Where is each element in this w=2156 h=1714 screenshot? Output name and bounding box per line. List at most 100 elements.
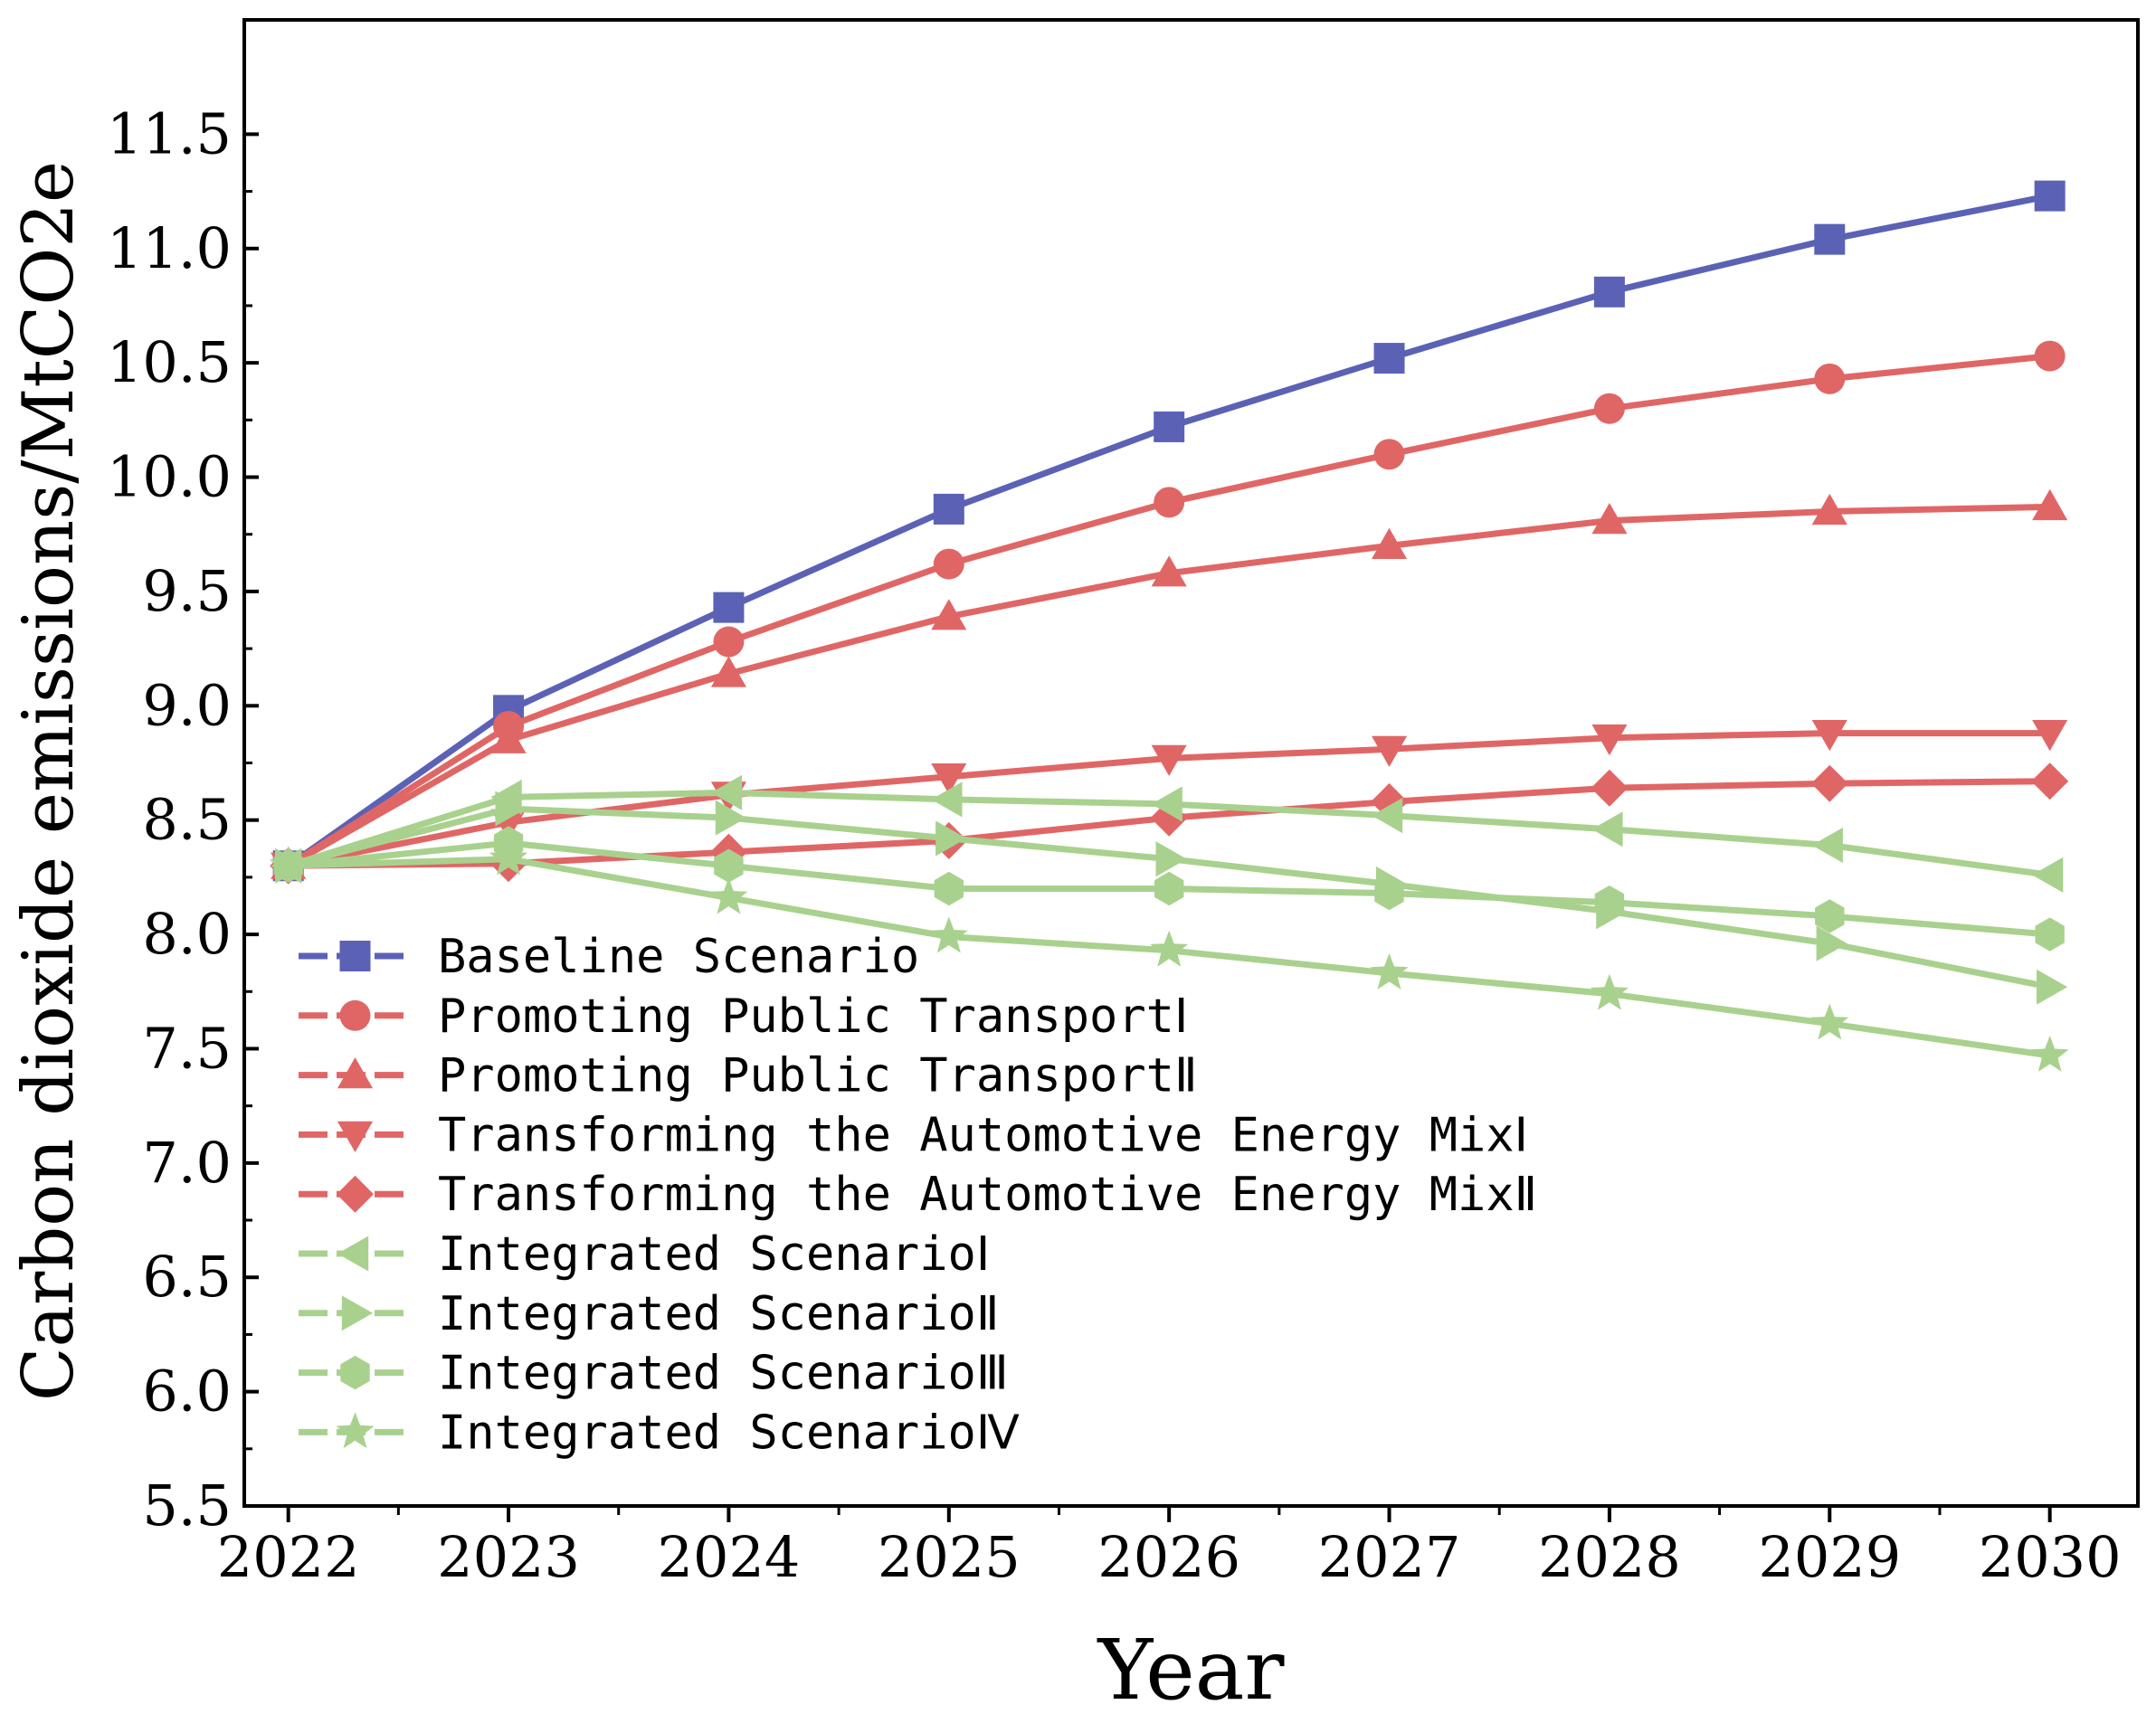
data-point [1810,1003,1849,1040]
x-tick-label: 2024 [658,1524,801,1590]
y-tick-label: 7.5 [142,1015,232,1081]
data-point [710,774,743,810]
data-point [2035,917,2065,952]
data-point [1810,764,1848,802]
data-point [1811,493,1847,526]
data-point [2032,857,2064,893]
legend-entry: Promoting Public TransportⅡ [299,1049,1198,1103]
y-tick-label: 8.0 [142,901,232,967]
data-point [1151,744,1187,776]
legend-label: Promoting Public TransportⅠ [438,990,1188,1044]
data-point [495,791,527,827]
data-point [709,877,748,914]
x-tick-label: 2023 [437,1524,580,1590]
data-point [1593,393,1625,424]
legend-marker [337,1236,369,1272]
data-point [2031,762,2069,800]
data-point [2032,488,2068,521]
data-point [1593,276,1625,308]
data-point [1814,223,1846,255]
legend: Baseline Scenario Promoting Public Transp… [299,930,1537,1460]
data-point [1374,876,1404,911]
legend-entry: Integrated ScenarioⅢ [299,1347,1009,1401]
data-point [1372,735,1408,767]
data-point [1591,811,1623,848]
legend-entry: Integrated ScenarioⅡ [299,1287,999,1341]
data-point [1814,363,1846,394]
legend-entry: Transforming the Automotive Energy MixⅠ [299,1108,1528,1162]
data-point [1151,786,1182,822]
data-point [933,493,964,525]
data-point [1373,439,1405,470]
data-point [1590,973,1629,1010]
x-tick-label: 2025 [878,1524,1021,1590]
data-point [1151,555,1187,587]
data-point [1372,798,1403,834]
data-point [1815,899,1845,933]
series-3 [271,488,2068,879]
legend-marker [337,1057,374,1089]
data-point [1811,720,1847,752]
y-tick-label: 11.0 [107,215,232,281]
legend-label: Transforming the Automotive Energy MixⅡ [438,1168,1537,1222]
legend-label: Integrated ScenarioⅡ [438,1287,999,1341]
legend-marker [337,1121,374,1152]
legend-marker [339,941,371,971]
data-point [710,656,746,687]
x-tick-label: 2030 [1979,1524,2122,1590]
x-tick-label: 2022 [217,1524,360,1590]
legend-label: Integrated ScenarioⅠ [438,1227,990,1282]
x-axis-title: Year [1096,1622,1284,1714]
data-point [929,916,968,953]
y-axis-title: Carbon dioxide emissions/MtCO2e [8,161,90,1401]
series-9 [269,838,2069,1072]
series-6 [271,774,2064,893]
data-point [936,820,967,857]
y-tick-label: 8.5 [142,787,232,853]
x-tick-label: 2028 [1538,1524,1681,1590]
data-point [1154,487,1185,518]
legend-label: Baseline Scenario [438,930,919,984]
legend-marker [340,1355,370,1390]
data-point [2037,969,2068,1005]
data-point [1591,724,1628,756]
data-point [1150,930,1189,967]
legend-entry: Baseline Scenario [299,930,919,984]
data-point [1594,885,1625,920]
y-tick-label: 6.0 [142,1359,232,1425]
legend-marker [341,1295,374,1331]
y-tick-label: 9.0 [142,672,232,738]
data-point [1155,841,1187,877]
data-point [2034,180,2066,212]
data-point [714,848,744,883]
x-tick-label: 2026 [1097,1524,1240,1590]
y-tick-label: 5.5 [142,1473,232,1539]
legend-entry: Transforming the Automotive Energy MixⅡ [299,1168,1537,1222]
y-tick-label: 10.0 [107,444,232,510]
legend-entry: Integrated ScenarioⅣ [299,1406,1020,1460]
y-tick-label: 10.5 [107,329,232,395]
data-point [1154,411,1185,442]
y-tick-label: 7.0 [142,1130,232,1196]
data-point [1811,827,1843,863]
legend-label: Promoting Public TransportⅡ [438,1049,1198,1103]
legend-entry: Promoting Public TransportⅠ [299,990,1188,1044]
x-tick-label: 2027 [1318,1524,1461,1590]
data-point [2034,340,2066,372]
data-point [1154,871,1184,906]
data-point [931,599,967,630]
y-tick-label: 6.5 [142,1244,232,1310]
y-tick-label: 11.5 [107,100,232,166]
axes: 5.5 6.0 6.5 7.0 7.5 8.0 8.5 9.0 9.5 10.0 10.5 11.0 1… [107,100,2122,1590]
legend-entry: Integrated ScenarioⅠ [299,1227,990,1282]
data-point [490,722,527,753]
data-point [934,871,964,906]
data-point [715,800,746,836]
series-layer [269,180,2069,1072]
legend-label: Integrated ScenarioⅣ [438,1406,1020,1460]
data-point [1591,503,1628,535]
data-point [713,592,745,623]
legend-label: Transforming the Automotive Energy MixⅠ [438,1108,1528,1162]
data-point [2030,1035,2069,1072]
